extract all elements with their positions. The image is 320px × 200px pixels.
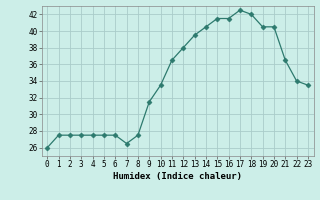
X-axis label: Humidex (Indice chaleur): Humidex (Indice chaleur) [113,172,242,181]
